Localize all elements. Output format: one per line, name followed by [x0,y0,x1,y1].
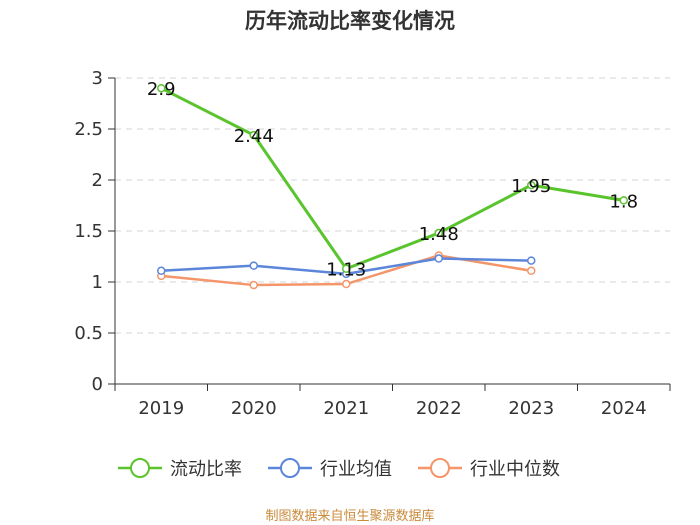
y-axis-ticks: 0 0.5 1 1.5 2 2.5 3 [74,68,103,395]
data-label: 1.8 [609,191,638,212]
data-point[interactable] [527,256,536,265]
x-axis-ticks: 2019 2020 2021 2022 2023 2024 [138,398,646,419]
data-point[interactable] [342,264,351,273]
y-tick-label: 2.5 [74,119,103,140]
data-point[interactable] [157,83,166,93]
data-point[interactable] [434,254,443,263]
data-point[interactable] [157,266,166,276]
x-tick-label: 2024 [601,398,647,419]
source-note: 制图数据来自恒生聚源数据库 [265,508,434,524]
series-line-0 [160,86,624,271]
data-point[interactable] [249,130,258,140]
grid-lines [115,77,670,334]
data-label: 1.48 [419,224,459,245]
y-tick-label: 1 [92,272,103,293]
data-point[interactable] [249,261,258,270]
y-tick-label: 1.5 [74,221,103,242]
data-point[interactable] [434,228,443,238]
data-label: 2.9 [147,79,176,100]
y-tick-label: 3 [92,68,103,89]
legend-item-2[interactable]: 行业中位数 [418,458,560,480]
y-tick-label: 2 [92,170,103,191]
data-label: 2.44 [234,126,274,147]
data-point[interactable] [619,196,628,205]
legend[interactable]: 流动比率 行业均值 行业中位数 [118,458,560,480]
legend-label: 行业均值 [320,459,392,480]
series-group [157,83,628,290]
axes [108,77,671,391]
legend-label: 流动比率 [170,459,242,480]
x-tick-label: 2020 [231,398,277,419]
legend-marker [130,458,150,478]
data-point[interactable] [249,280,258,290]
legend-item-1[interactable]: 行业均值 [268,458,392,480]
data-point[interactable] [342,279,351,289]
legend-label: 行业中位数 [470,459,560,480]
data-label: 1.13 [326,260,366,281]
chart-title: 历年流动比率变化情况 [245,9,455,33]
x-tick-label: 2021 [323,398,369,419]
x-tick-label: 2022 [416,398,462,419]
data-point[interactable] [527,266,536,276]
legend-marker [430,458,450,478]
data-label: 1.95 [511,176,551,197]
legend-item-0[interactable]: 流动比率 [118,458,242,480]
legend-marker [280,458,300,478]
x-tick-label: 2023 [508,398,554,419]
data-point[interactable] [527,180,536,190]
y-tick-label: 0.5 [74,323,103,344]
y-tick-label: 0 [92,374,103,395]
data-labels: 2.9 2.44 1.13 1.48 1.95 1.8 [147,79,638,281]
x-tick-label: 2019 [138,398,184,419]
